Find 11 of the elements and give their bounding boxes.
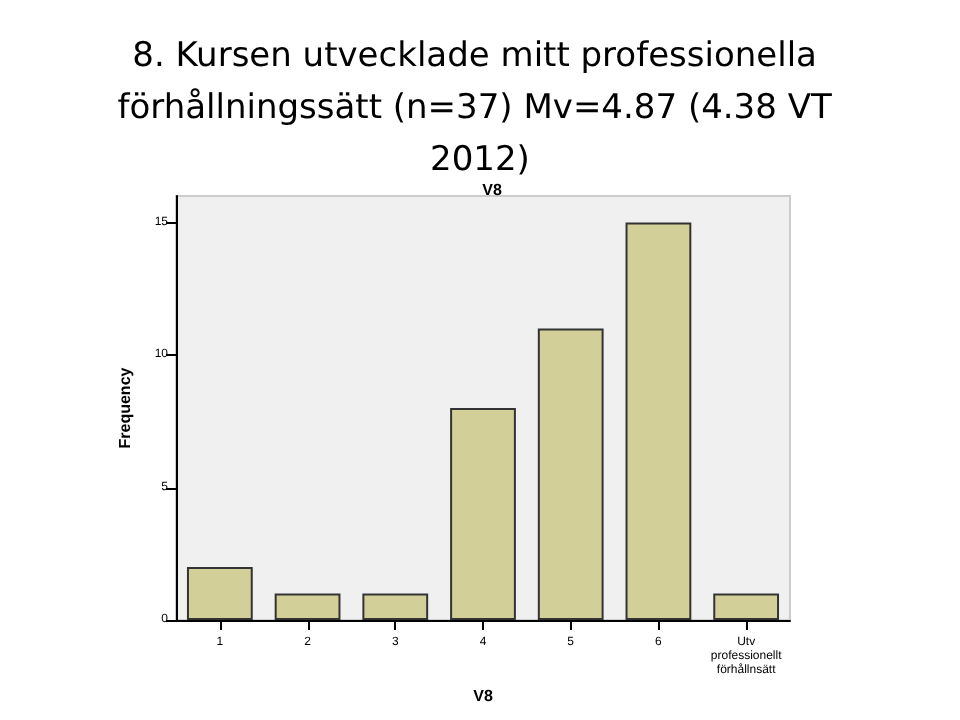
bar [274,593,341,620]
bar [537,328,604,620]
bar [625,222,692,620]
chart-subtitle: V8 [482,181,503,199]
chart-title: 8. Kursen utvecklade mitt professionella förhållningssätt (n=37) Mv=4.87 (4.38 VT 2012) [117,36,843,180]
x-axis-title: V8 [473,686,494,705]
bar [450,408,516,620]
bar [186,567,253,620]
bar [713,593,780,620]
y-axis-title: Frequency [115,366,134,449]
bar [362,593,429,620]
